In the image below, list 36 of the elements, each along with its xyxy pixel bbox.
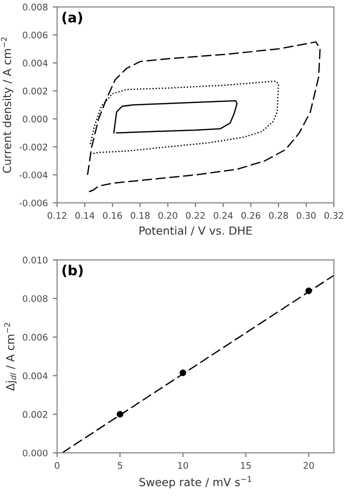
y-tick-label: 0.002 [22, 410, 48, 418]
y-axis-title: Current density / A cm$^{−2}$ [0, 37, 14, 173]
x-tick-label: 0.30 [296, 212, 316, 219]
y-tick-label: 0.006 [22, 334, 48, 341]
x-tick-label: 0.26 [241, 212, 260, 219]
y-tick-label: -0.006 [19, 200, 48, 206]
x-tick-label: 0 [54, 462, 60, 469]
y-tick-label: 0.008 [22, 4, 48, 10]
annotation: (a) [62, 12, 82, 24]
x-tick-label: 0.14 [75, 212, 94, 219]
y-tick-label: 0.004 [22, 60, 48, 66]
x-tick-label: 0.32 [324, 212, 344, 219]
y-tick-label: 0.006 [22, 32, 48, 38]
annotation: (b) [62, 264, 83, 278]
x-tick-label: 0.22 [186, 212, 205, 219]
y-axis-title: Δj$_{dl}$ / A cm$^{−2}$ [4, 323, 17, 391]
x-tick-label: 10 [178, 462, 188, 469]
x-tick-label: 0.12 [48, 212, 66, 219]
y-tick-label: 0.004 [22, 372, 48, 380]
x-tick-label: 20 [304, 462, 314, 469]
x-tick-label: 5 [118, 462, 122, 469]
y-tick-label: 0.002 [22, 88, 48, 94]
y-tick-label: 0.000 [22, 116, 48, 122]
x-axis-title: Potential / V vs. DHE [140, 226, 252, 236]
x-tick-label: 0.20 [158, 212, 178, 219]
y-tick-label: 0.000 [22, 450, 48, 456]
y-tick-label: 0.008 [22, 295, 48, 302]
x-tick-label: 0.16 [102, 212, 122, 219]
x-axis-title: Sweep rate / mV s$^{−1}$ [140, 476, 252, 488]
x-tick-label: 0.28 [269, 212, 288, 219]
x-tick-label: 0.24 [214, 212, 233, 219]
y-tick-label: -0.004 [19, 172, 48, 178]
x-tick-label: 15 [241, 462, 251, 469]
x-tick-label: 0.18 [130, 212, 150, 219]
y-tick-label: 0.010 [22, 256, 48, 264]
y-tick-label: -0.002 [19, 144, 48, 150]
